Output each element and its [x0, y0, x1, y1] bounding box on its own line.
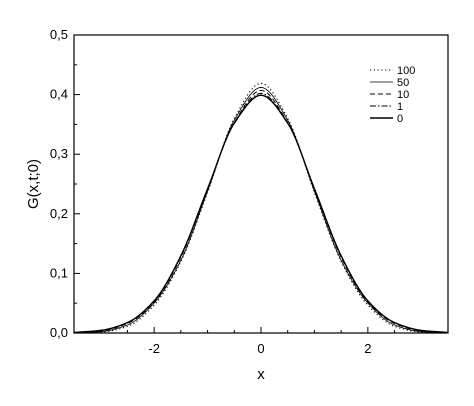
y-tick-label: 0,0 — [50, 325, 68, 340]
series-line-1 — [73, 92, 449, 334]
y-tick-label: 0,5 — [50, 27, 68, 42]
x-tick-label: 0 — [257, 341, 264, 356]
series-line-100 — [73, 82, 449, 334]
legend-label-1: 1 — [397, 101, 403, 113]
series-line-0 — [73, 94, 449, 334]
y-tick-label: 0,3 — [50, 146, 68, 161]
legend-label-10: 10 — [397, 89, 409, 101]
y-tick-label: 0,2 — [50, 206, 68, 221]
legend-label-50: 50 — [397, 77, 409, 89]
x-axis-label: x — [257, 366, 265, 383]
plot-frame — [73, 34, 449, 334]
x-tick-label: -2 — [148, 341, 160, 356]
y-axis-ticks: 0,0 0,1 0,2 0,3 0,4 0,5 — [50, 27, 80, 340]
series-line-10 — [73, 89, 449, 334]
y-axis-label: G(x,t;0) — [25, 159, 42, 209]
legend-label-100: 100 — [397, 65, 415, 77]
series-line-50 — [73, 87, 449, 334]
x-axis-ticks: -2 0 2 — [100, 327, 422, 356]
series-layer — [73, 82, 449, 334]
y-tick-label: 0,4 — [50, 87, 68, 102]
x-tick-label: 2 — [364, 341, 371, 356]
y-tick-label: 0,1 — [50, 265, 68, 280]
plot-border — [73, 34, 449, 334]
legend-label-0: 0 — [397, 113, 403, 125]
